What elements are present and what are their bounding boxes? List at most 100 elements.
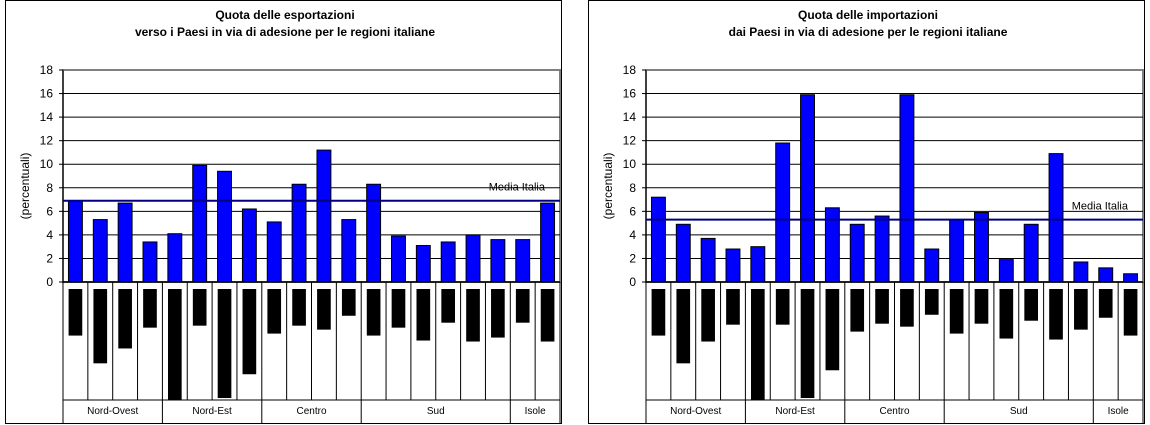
y-tick-label: 12 — [40, 134, 54, 148]
bar — [924, 248, 940, 283]
chart-title-line-1: Quota delle importazioni — [798, 8, 938, 22]
category-label-block — [974, 289, 989, 324]
bar — [415, 244, 431, 283]
category-label-block — [775, 289, 790, 325]
bar — [899, 94, 915, 283]
bar — [1023, 223, 1039, 283]
category-label-block — [267, 289, 282, 334]
category-label-block — [1049, 289, 1063, 340]
bar — [366, 183, 382, 283]
category-label-block — [1074, 289, 1088, 330]
y-tick-label: 16 — [40, 87, 54, 101]
bar — [998, 259, 1014, 283]
category-label-block — [167, 289, 182, 400]
category-label-block — [800, 289, 815, 399]
category-label-block — [825, 289, 840, 371]
bar — [440, 241, 456, 283]
group-label: Isole — [1108, 406, 1130, 417]
category-label-block — [93, 289, 108, 364]
bar — [675, 223, 691, 283]
export-chart-panel: Quota delle esportazioni verso i Paesi in… — [5, 0, 565, 425]
category-label-block — [341, 289, 356, 316]
category-label-block — [292, 289, 306, 326]
y-tick-label: 14 — [40, 110, 54, 124]
reference-line-label: Media Italia — [489, 182, 546, 194]
reference-line-label: Media Italia — [1072, 201, 1129, 213]
category-label-block — [68, 289, 83, 336]
chart-title-line-2: dai Paesi in via di adesione per le regi… — [729, 25, 1008, 39]
bar — [849, 223, 865, 283]
category-label-block — [701, 289, 715, 342]
bar — [725, 248, 741, 283]
bar — [391, 235, 406, 283]
y-tick-label: 0 — [629, 275, 636, 289]
y-tick-label: 0 — [46, 275, 53, 289]
y-tick-label: 10 — [623, 157, 637, 171]
y-tick-label: 18 — [623, 63, 637, 77]
group-label: Nord-Est — [192, 406, 232, 417]
category-label-block — [726, 289, 740, 325]
bar — [67, 200, 83, 283]
bar — [1123, 273, 1139, 283]
bar — [750, 246, 766, 283]
bar — [800, 94, 815, 283]
category-label-block — [999, 289, 1014, 339]
bar — [167, 233, 183, 283]
chart-title-line-2: verso i Paesi in via di adesione per le … — [135, 25, 435, 39]
bar — [316, 149, 332, 283]
bar — [775, 142, 791, 283]
y-tick-label: 6 — [629, 204, 636, 218]
category-label-block — [750, 289, 765, 400]
group-label: Nord-Est — [775, 406, 815, 417]
bar — [291, 183, 307, 283]
category-label-block — [540, 289, 555, 342]
import-chart-panel: Quota delle importazioni dai Paesi in via… — [588, 0, 1148, 425]
y-tick-label: 6 — [46, 204, 53, 218]
y-tick-label: 12 — [623, 134, 637, 148]
group-label: Isole — [525, 406, 547, 417]
bar — [490, 239, 506, 283]
group-label: Centro — [879, 406, 909, 417]
category-label-block — [441, 289, 456, 323]
category-label-block — [924, 289, 939, 315]
category-label-block — [391, 289, 406, 328]
group-label: Nord-Ovest — [87, 406, 138, 417]
category-label-block — [875, 289, 889, 324]
y-tick-label: 4 — [46, 228, 53, 242]
bar — [241, 208, 257, 283]
category-label-block — [491, 289, 505, 338]
bar — [650, 196, 666, 283]
chart-title-line-1: Quota delle esportazioni — [215, 8, 354, 22]
bar — [1073, 261, 1089, 283]
bar — [949, 219, 965, 283]
category-label-block — [1024, 289, 1039, 321]
category-label-block — [900, 289, 914, 327]
category-label-block — [949, 289, 964, 334]
group-label: Sud — [1010, 406, 1028, 417]
y-tick-label: 10 — [40, 157, 54, 171]
bar — [700, 237, 716, 283]
import-share-chart: Quota delle importazioni dai Paesi in via… — [588, 0, 1145, 424]
category-label-block — [242, 289, 257, 375]
bar — [117, 202, 133, 283]
group-label: Sud — [427, 406, 445, 417]
y-tick-label: 8 — [46, 181, 53, 195]
category-label-block — [1123, 289, 1138, 336]
category-label-block — [317, 289, 331, 330]
category-label-block — [676, 289, 691, 364]
y-tick-label: 2 — [629, 251, 636, 265]
export-share-chart: Quota delle esportazioni verso i Paesi in… — [5, 0, 562, 424]
bar — [874, 215, 890, 283]
bar — [540, 202, 556, 283]
bar — [192, 164, 208, 283]
chart-frame — [5, 0, 562, 424]
y-tick-label: 18 — [40, 63, 54, 77]
y-tick-label: 2 — [46, 251, 53, 265]
group-label: Centro — [296, 406, 326, 417]
category-label-block — [651, 289, 666, 336]
y-tick-label: 14 — [623, 110, 637, 124]
category-label-block — [366, 289, 381, 336]
bar — [266, 221, 282, 283]
category-label-block — [1098, 289, 1113, 318]
bar — [515, 239, 531, 283]
